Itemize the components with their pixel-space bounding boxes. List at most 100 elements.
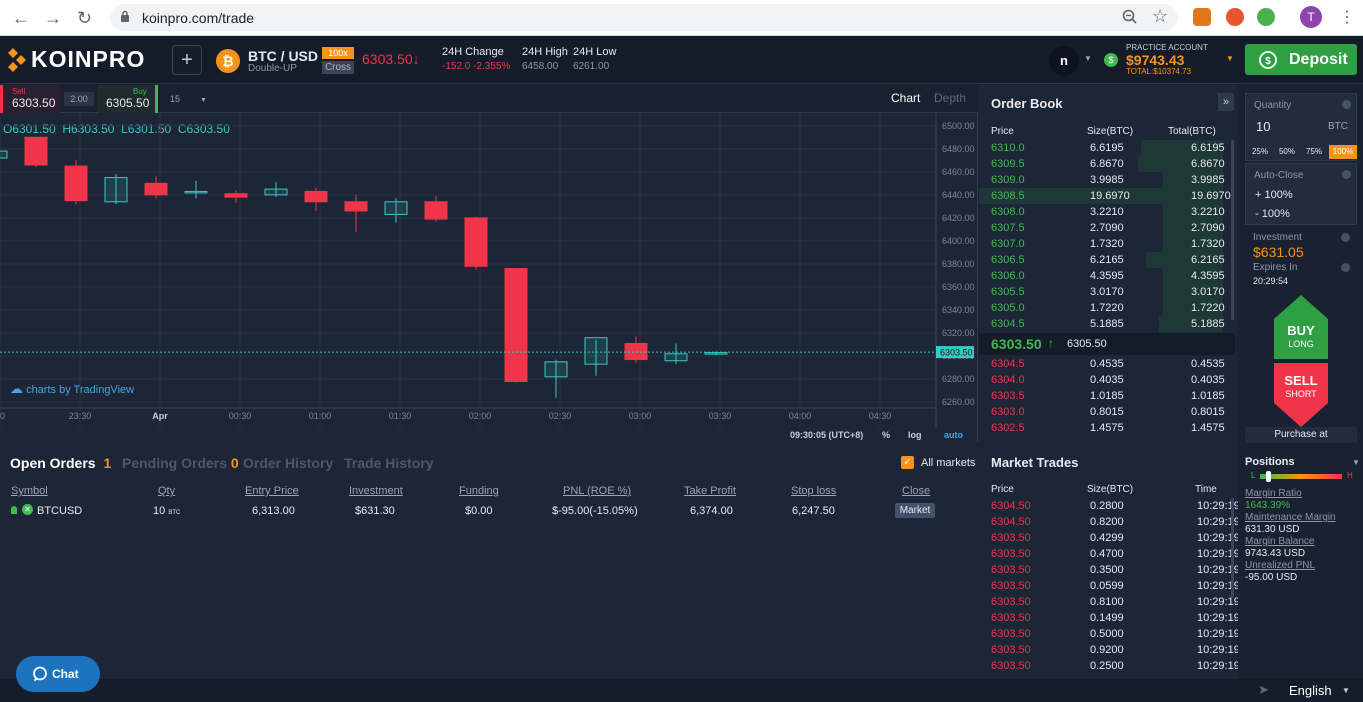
auto-close-info-icon[interactable]: [1342, 170, 1351, 179]
bid-row[interactable]: 6305.0 1.7220 1.7220: [979, 300, 1225, 316]
tab-open-orders-count: 1: [103, 455, 112, 471]
bid-row[interactable]: 6307.5 2.7090 2.7090: [979, 220, 1225, 236]
account-total: TOTAL:$10374.73: [1126, 67, 1192, 76]
bid-row[interactable]: 6308.0 3.2210 3.2210: [979, 204, 1225, 220]
col-qty[interactable]: Qty: [158, 485, 176, 497]
trade-price: 6304.50: [991, 500, 1031, 512]
take-profit-pct[interactable]: + 100%: [1255, 189, 1293, 201]
zoom-icon[interactable]: [1122, 9, 1138, 25]
col-pnl[interactable]: PNL (ROE %): [563, 485, 632, 497]
investment-info-icon[interactable]: [1341, 233, 1350, 242]
row-price: 6304.5: [991, 358, 1025, 370]
tab-trade-history[interactable]: Trade History: [344, 455, 434, 471]
tradingview-watermark[interactable]: ☁ charts by TradingView: [10, 381, 134, 397]
profile-avatar[interactable]: T: [1300, 6, 1322, 28]
log-scale-toggle[interactable]: log: [908, 430, 922, 440]
metamask-icon[interactable]: [1193, 8, 1211, 26]
trade-price: 6303.50: [991, 580, 1031, 592]
sell-quote[interactable]: Sell 6303.50: [0, 85, 60, 113]
reload-icon[interactable]: ↻: [77, 8, 93, 28]
col-symbol[interactable]: Symbol: [11, 485, 48, 497]
pct-25-button[interactable]: 25%: [1251, 147, 1268, 156]
ask-row[interactable]: 6304.0 0.4035 0.4035: [979, 372, 1225, 388]
bid-row[interactable]: 6308.5 19.6970 19.6970: [979, 188, 1231, 204]
bid-row[interactable]: 6310.0 6.6195 6.6195: [979, 140, 1225, 156]
ask-row[interactable]: 6302.5 1.4575 1.4575: [979, 420, 1225, 436]
tab-order-history[interactable]: Order History: [243, 455, 334, 471]
bid-row[interactable]: 6307.0 1.7320 1.7320: [979, 236, 1225, 252]
interval-select[interactable]: 15 ▼: [170, 94, 207, 104]
price-chart[interactable]: 6500.00 6480.00 6460.00 6440.00 6420.00 6400.…: [0, 113, 978, 442]
margin-mode-badge[interactable]: Cross: [322, 61, 354, 74]
positions-dropdown-icon[interactable]: ▼: [1352, 458, 1360, 467]
ask-row[interactable]: 6303.5 1.0185 1.0185: [979, 388, 1225, 404]
ask-row[interactable]: 6304.5 0.4535 0.4535: [979, 356, 1225, 372]
ask-row[interactable]: 6303.0 0.8015 0.8015: [979, 404, 1225, 420]
tab-pending-orders[interactable]: Pending Orders 0: [122, 455, 239, 471]
address-bar[interactable]: koinpro.com/trade ☆: [110, 4, 1178, 31]
collapse-panel-icon[interactable]: »: [1218, 93, 1234, 111]
back-icon[interactable]: ←: [12, 8, 30, 28]
tab-depth[interactable]: Depth: [934, 91, 967, 105]
forward-icon[interactable]: →: [44, 8, 62, 28]
y-tick-label: 6460.00: [942, 167, 975, 177]
telegram-icon[interactable]: ➤: [1258, 682, 1269, 697]
bid-row[interactable]: 6306.5 6.2165 6.2165: [979, 252, 1225, 268]
bid-row[interactable]: 6304.5 5.1885 5.1885: [979, 316, 1225, 332]
bid-row[interactable]: 6309.0 3.9985 3.9985: [979, 172, 1225, 188]
trades-scrollbar[interactable]: [1231, 498, 1234, 598]
bid-row[interactable]: 6306.0 4.3595 4.3595: [979, 268, 1225, 284]
col-stop-loss[interactable]: Stop loss: [791, 485, 837, 497]
trade-time: 10:29:19: [1197, 516, 1240, 528]
col-investment[interactable]: Investment: [349, 485, 403, 497]
sell-quote-label: Sell: [12, 87, 26, 96]
leverage-badge[interactable]: 100x: [322, 47, 354, 59]
browser-menu-icon[interactable]: ⋮: [1339, 9, 1355, 26]
pair-name[interactable]: BTC / USD: [248, 48, 318, 64]
close-market-button[interactable]: Market: [895, 503, 935, 518]
quantity-input[interactable]: 10 BTC: [1252, 116, 1350, 138]
bid-row[interactable]: 6309.5 6.8670 6.8670: [979, 156, 1225, 172]
col-close[interactable]: Close: [902, 485, 931, 497]
language-dropdown-icon[interactable]: ▼: [1342, 686, 1350, 695]
balance-dropdown-icon[interactable]: ▼: [1226, 54, 1234, 63]
buy-quote[interactable]: Buy 6305.50: [98, 85, 158, 113]
sell-short-button[interactable]: SELL SHORT: [1274, 363, 1328, 427]
pct-50-button[interactable]: 50%: [1278, 147, 1295, 156]
edit-order-icon[interactable]: ✕: [22, 504, 33, 515]
auto-scale-toggle[interactable]: auto: [944, 430, 963, 440]
order-book-scrollbar[interactable]: [1231, 140, 1234, 320]
stop-loss-pct[interactable]: - 100%: [1255, 208, 1290, 220]
col-funding[interactable]: Funding: [459, 485, 499, 497]
language-select[interactable]: English: [1289, 683, 1332, 698]
trade-time: 10:29:19: [1197, 644, 1240, 656]
quantity-info-icon[interactable]: [1342, 100, 1351, 109]
bookmark-star-icon[interactable]: ☆: [1152, 6, 1169, 26]
buy-long-button[interactable]: BUY LONG: [1274, 295, 1328, 359]
y-tick-label: 6340.00: [942, 305, 975, 315]
col-take-profit[interactable]: Take Profit: [684, 485, 736, 497]
expires-info-icon[interactable]: [1341, 263, 1350, 272]
sell-arrow-shape: [1274, 363, 1328, 427]
account-dropdown-icon[interactable]: ▼: [1084, 54, 1092, 63]
maintenance-margin-label: Maintenance Margin: [1245, 512, 1336, 523]
percent-scale-toggle[interactable]: %: [882, 430, 891, 440]
bid-row[interactable]: 6305.5 3.0170 3.0170: [979, 284, 1225, 300]
row-total: 0.4035: [1191, 374, 1225, 386]
tab-open-orders[interactable]: Open Orders 1: [10, 455, 111, 471]
pct-100-button[interactable]: 100%: [1329, 145, 1357, 159]
pct-75-button[interactable]: 75%: [1305, 147, 1322, 156]
globe-extension-icon[interactable]: [1257, 8, 1275, 26]
col-entry-price[interactable]: Entry Price: [245, 485, 299, 497]
brand-logo[interactable]: KOINPRO: [7, 46, 145, 73]
deposit-button[interactable]: $ Deposit: [1245, 44, 1357, 75]
chat-button[interactable]: Chat: [16, 656, 100, 692]
all-markets-checkbox[interactable]: ✓: [901, 456, 914, 469]
ob-header-total: Total(BTC): [1168, 126, 1216, 137]
row-total: 6.8670: [1191, 158, 1225, 170]
add-pair-button[interactable]: +: [172, 45, 202, 75]
row-total: 3.2210: [1191, 206, 1225, 218]
account-avatar[interactable]: n: [1049, 46, 1079, 76]
brave-icon[interactable]: [1226, 8, 1244, 26]
tab-chart[interactable]: Chart: [891, 91, 921, 105]
